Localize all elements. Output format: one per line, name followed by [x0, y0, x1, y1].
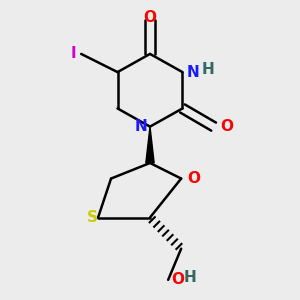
Text: O: O — [143, 11, 157, 26]
Text: S: S — [87, 210, 98, 225]
Text: O: O — [220, 119, 233, 134]
Text: I: I — [70, 46, 76, 62]
Text: N: N — [135, 119, 147, 134]
Text: O: O — [188, 171, 201, 186]
Text: O: O — [171, 272, 184, 287]
Text: H: H — [184, 270, 197, 285]
Polygon shape — [146, 127, 154, 163]
Text: N: N — [186, 64, 199, 80]
Text: H: H — [202, 62, 215, 77]
